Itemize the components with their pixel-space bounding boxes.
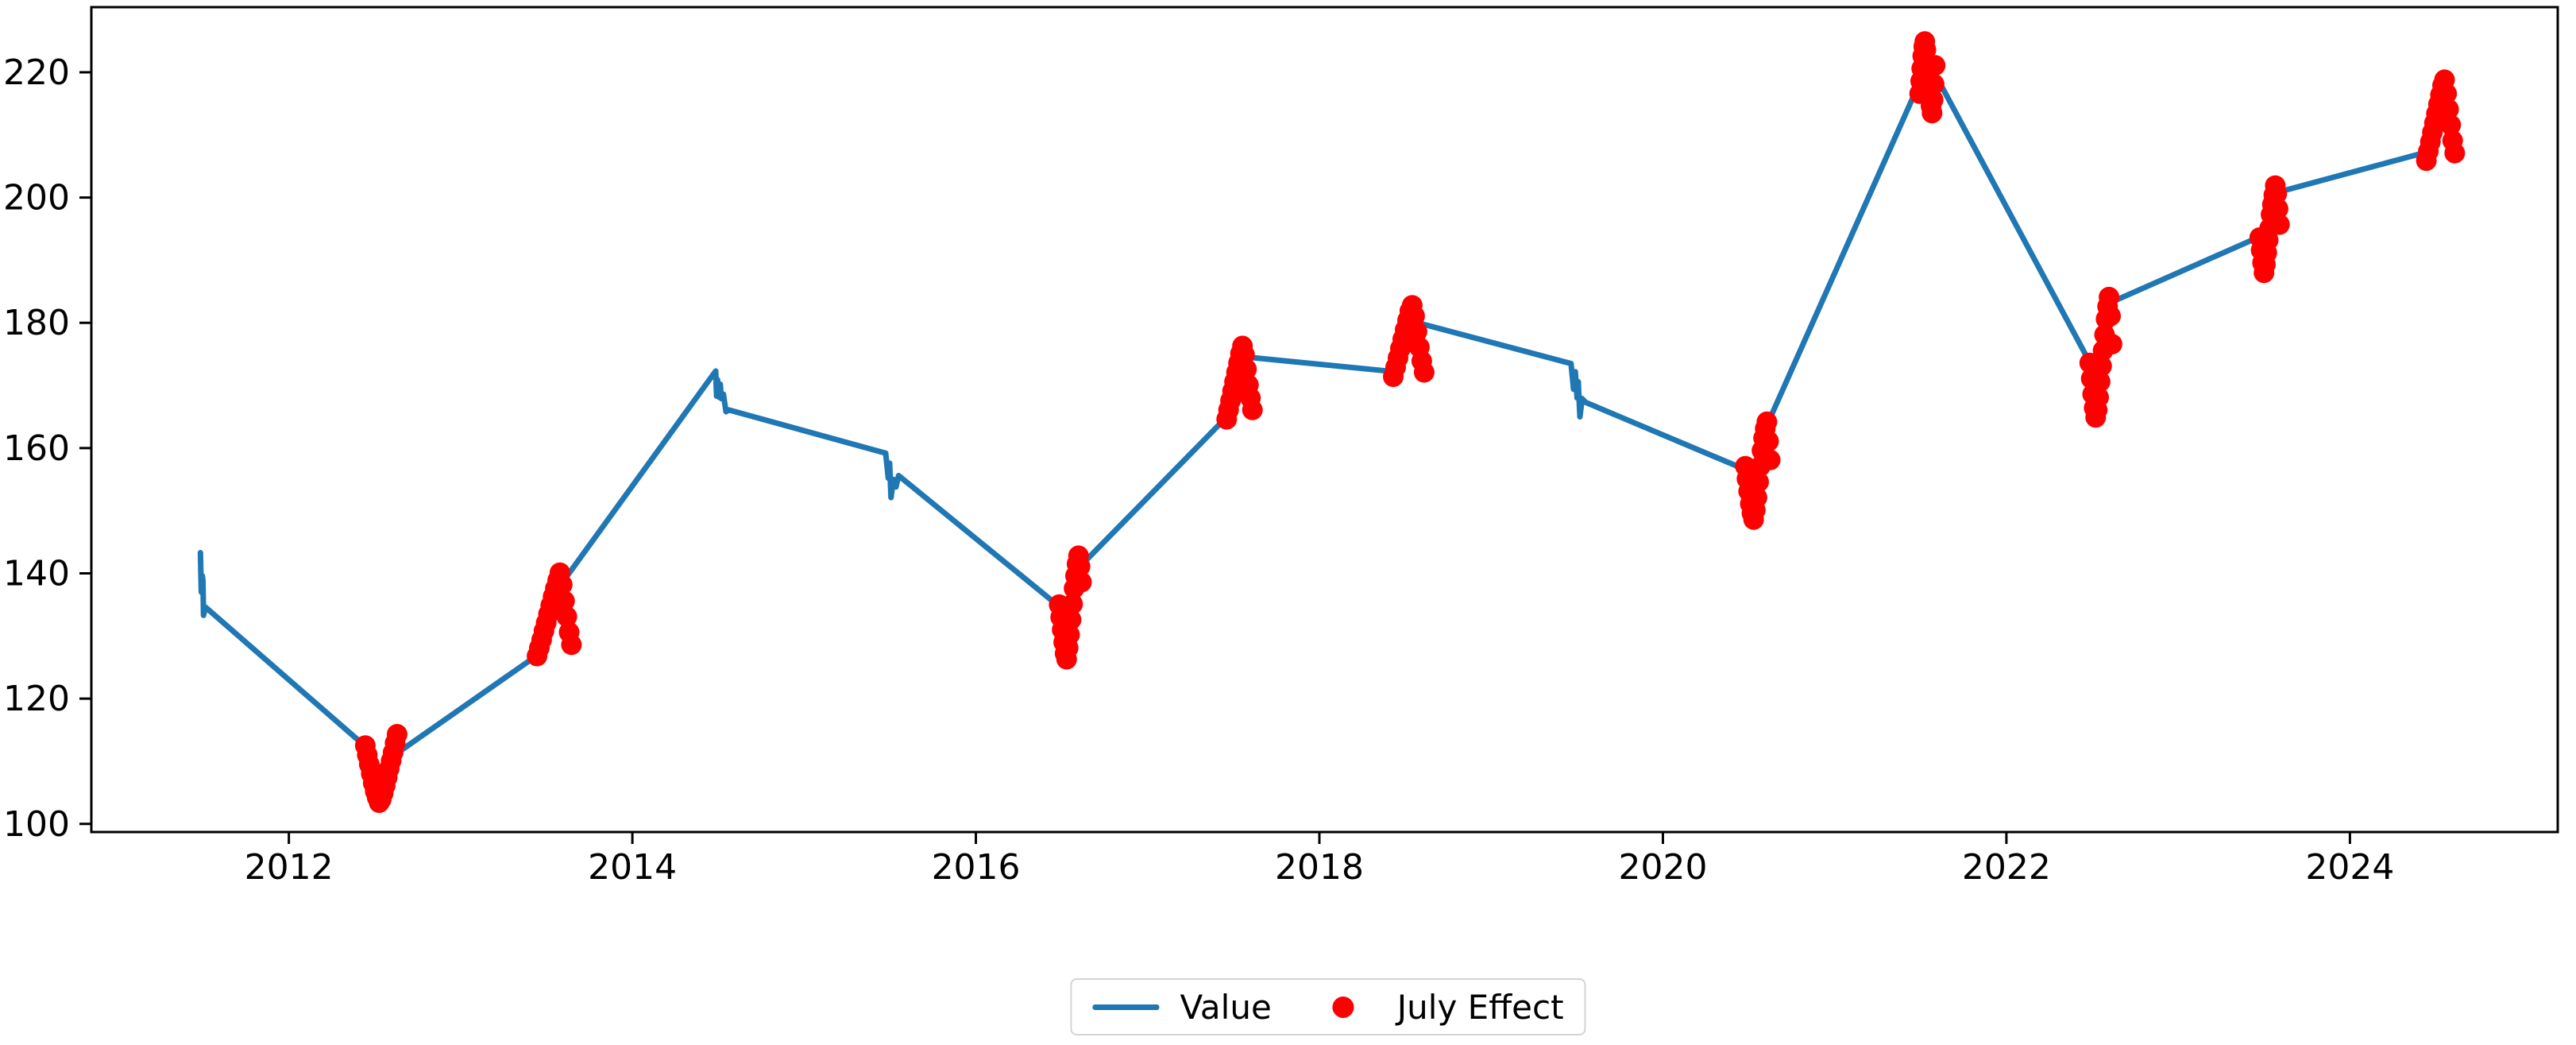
july-effect-dot [1406, 321, 1427, 343]
value-line-swatch [1092, 1004, 1160, 1010]
july-effect-swatch [1310, 996, 1377, 1018]
july-effect-dot [1748, 471, 1769, 493]
july-effect-dot [1759, 449, 1781, 470]
july-effect-dot [1756, 411, 1778, 432]
july-effect-dot [556, 606, 577, 627]
july-effect-dot [2267, 198, 2288, 219]
y-tick-label: 160 [3, 428, 70, 469]
y-tick-label: 120 [3, 679, 70, 719]
y-tick-label: 180 [3, 303, 70, 343]
july-effect-dot [1746, 487, 1767, 509]
x-tick-label: 2024 [2305, 847, 2394, 888]
july-effect-dot [2444, 142, 2466, 164]
july-effect-dot [554, 590, 575, 612]
july-effect-dot [1069, 555, 1091, 577]
july-effect-dot [2099, 286, 2120, 308]
july-effect-dot [2266, 183, 2288, 204]
july-effect-dot [1923, 73, 1945, 95]
july-effect-dot [386, 724, 407, 745]
july-effect-dot [1925, 55, 1946, 76]
legend-entry-value: Value [1092, 987, 1272, 1027]
y-axis: 100 120 140 160 180 200 220 [3, 52, 91, 845]
july-effect-dot [1071, 571, 1092, 593]
july-effect-dot [1059, 624, 1080, 645]
july-effect-dot [1413, 362, 1435, 383]
x-tick-label: 2014 [588, 847, 677, 888]
legend: Value July Effect [1070, 978, 1586, 1035]
x-tick-label: 2020 [1618, 847, 1707, 888]
value-line-swatch-line [1092, 1004, 1160, 1010]
legend-label-july-effect: July Effect [1396, 987, 1564, 1027]
y-tick-label: 200 [3, 178, 70, 219]
july-effect-dot [2438, 99, 2459, 120]
x-tick-label: 2012 [245, 847, 334, 888]
july-effect-dot [2101, 334, 2122, 354]
july-effect-dot [2088, 387, 2109, 408]
july-effect-dot [551, 574, 573, 595]
july-effect-dot [2100, 305, 2121, 327]
july-effect-dot [2440, 114, 2462, 136]
y-tick-label: 100 [3, 804, 70, 845]
value-line [197, 41, 2449, 803]
july-effect-dot [1236, 358, 1257, 380]
july-effect-dot [2269, 214, 2290, 235]
x-tick-label: 2016 [932, 847, 1021, 888]
july-effect-dot [1242, 399, 1263, 420]
legend-entry-july-effect: July Effect [1310, 988, 1564, 1027]
july-effect-swatch-dot [1332, 996, 1354, 1018]
july-effect-dot [2089, 371, 2111, 393]
july-effect-dots [354, 31, 2466, 813]
y-tick-label: 220 [3, 52, 70, 93]
july-effect-dot [1060, 609, 1082, 630]
july-effect-dot [1062, 594, 1083, 615]
july-effect-dot [561, 634, 582, 656]
x-axis: 2012 2014 2016 2018 2020 2022 2024 [245, 832, 2394, 888]
x-tick-label: 2022 [1962, 847, 2051, 888]
july-effect-dot [1758, 431, 1779, 452]
x-tick-label: 2018 [1275, 847, 1364, 888]
july-effect-dot [2091, 355, 2112, 377]
y-tick-label: 140 [3, 553, 70, 594]
legend-label-value: Value [1180, 987, 1272, 1027]
july-effect-dot [1404, 305, 1425, 327]
july-effect-dot [1922, 89, 1944, 110]
july-effect-dot [2436, 83, 2458, 104]
plot-border [90, 6, 2559, 834]
